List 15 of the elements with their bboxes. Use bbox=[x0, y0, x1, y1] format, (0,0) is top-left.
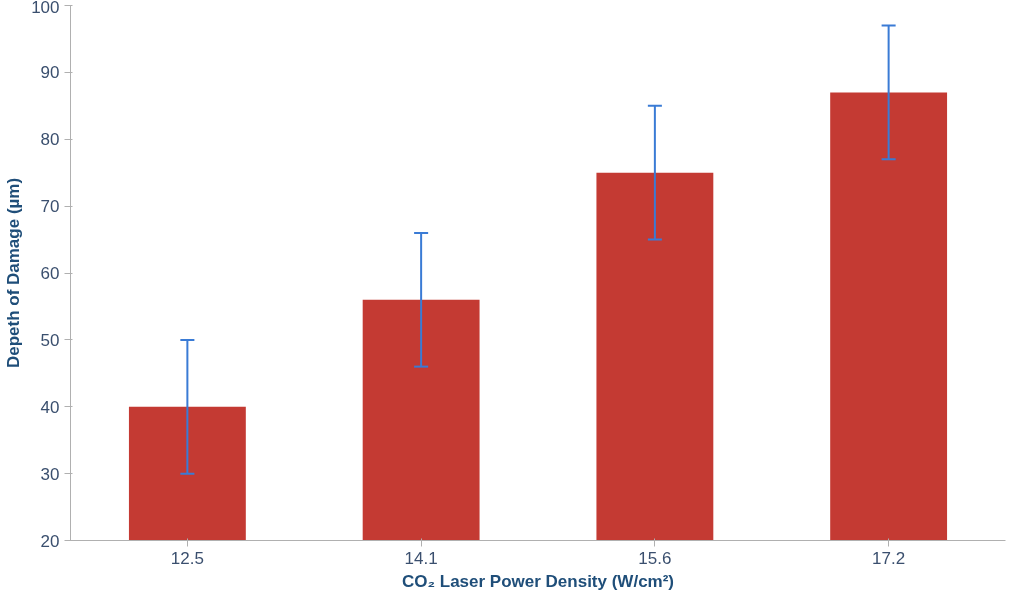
x-tick-label: 14.1 bbox=[404, 548, 438, 568]
x-tick-label: 17.2 bbox=[872, 548, 906, 568]
y-tick-label: 60 bbox=[40, 264, 60, 283]
y-tick-label: 40 bbox=[40, 397, 60, 417]
y-tick-label: 100 bbox=[31, 0, 60, 17]
y-tick-label: 70 bbox=[40, 197, 60, 217]
x-axis-title: CO₂ Laser Power Density (W/cm²) bbox=[401, 571, 675, 591]
y-axis-title: Depeth of Damage (µm) bbox=[4, 177, 24, 369]
x-tick-label: 15.6 bbox=[638, 548, 672, 568]
y-tick-label: 90 bbox=[40, 63, 60, 83]
y-tick-label: 20 bbox=[40, 531, 60, 551]
y-tick-label: 80 bbox=[40, 130, 60, 150]
y-tick-label: 30 bbox=[40, 464, 60, 484]
x-tick-label: 12.5 bbox=[170, 548, 204, 568]
y-tick-label: 50 bbox=[40, 330, 60, 350]
